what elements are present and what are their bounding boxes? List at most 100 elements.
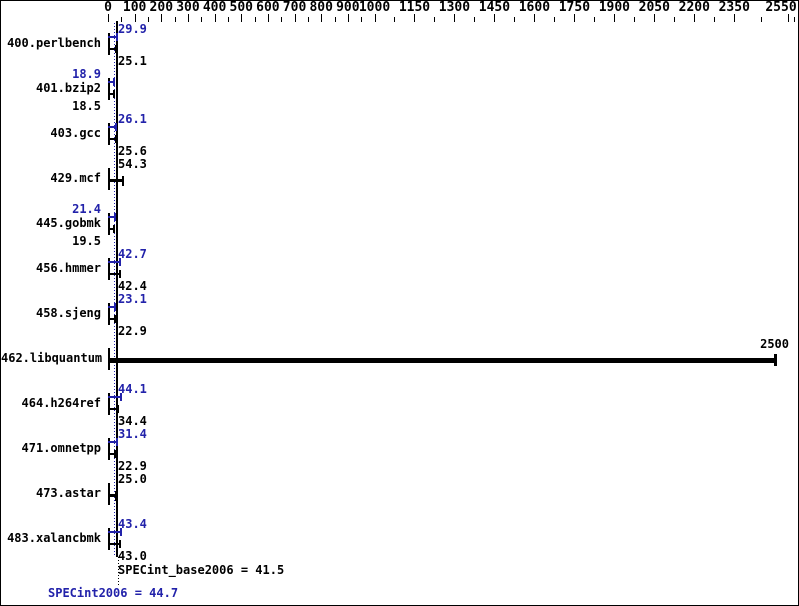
x-axis-major-tick [108,14,109,22]
bar-start-bracket [108,33,110,55]
bar-start-bracket [108,258,110,280]
peak-bar-endcap [120,393,122,401]
base-mean-line [116,21,118,557]
base-value: 22.9 [118,324,147,338]
benchmark-label: 400.perlbench [7,36,101,50]
benchmark-label: 464.h264ref [21,396,101,410]
x-axis-major-tick [321,14,322,22]
benchmark-label: 458.sjeng [35,306,101,320]
peak-bar [108,261,119,263]
peak-bar-endcap [114,213,116,221]
x-axis-major-tick [295,14,296,22]
x-axis-minor-tick [228,17,229,22]
x-axis-tick-label: 1150 [398,0,431,15]
x-axis-major-tick [734,14,735,22]
x-axis-tick-label: 1600 [518,0,551,15]
x-axis-tick-label: 0 [104,0,112,15]
x-axis-major-tick [614,14,615,22]
x-axis-tick-label: 2350 [718,0,750,15]
x-axis-major-tick [788,14,789,22]
peak-value: 43.4 [118,517,147,531]
base-bar [108,543,119,545]
base-value: 19.5 [72,234,101,248]
x-axis-minor-tick [201,17,202,22]
benchmark-label: 456.hmmer [35,261,101,275]
x-axis-major-tick [135,14,136,22]
base-bar [108,93,113,95]
x-axis-tick-label: 600 [256,0,280,15]
benchmark-label: 483.xalancbmk [7,531,101,545]
benchmark-label: 445.gobmk [35,216,101,230]
x-axis-minor-tick [308,17,309,22]
peak-value: 42.7 [118,247,147,261]
benchmark-label: 403.gcc [50,126,101,140]
peak-bar [108,531,120,533]
bar-start-bracket [108,528,110,550]
x-axis-minor-tick [255,17,256,22]
peak-value: 26.1 [118,112,147,126]
base-bar [108,228,113,230]
result-value: 2500 [760,337,789,351]
x-axis-major-tick [494,14,495,22]
x-axis-minor-tick [674,17,675,22]
bar-start-bracket [108,393,110,415]
base-bar-endcap [119,270,121,278]
x-axis-tick-label: 400 [202,0,227,15]
x-axis-minor-tick [634,17,635,22]
bar-start-bracket [108,123,110,145]
peak-bar [108,126,115,128]
peak-value: 21.4 [72,202,101,216]
x-axis-minor-tick [514,17,515,22]
peak-bar [108,306,114,308]
base-value: 25.1 [118,54,147,68]
benchmark-label: 462.libquantum [1,351,103,365]
base-value: 22.9 [118,459,147,473]
x-axis-minor-tick [361,17,362,22]
x-axis-minor-tick [148,17,149,22]
base-bar-endcap [117,405,119,413]
bar-start-bracket [108,78,110,100]
x-axis-major-tick [654,14,655,22]
x-axis-minor-tick [761,17,762,22]
x-axis-major-tick [215,14,216,22]
x-axis-minor-tick [335,17,336,22]
peak-value: 31.4 [118,427,147,441]
x-axis-tick-label: 2200 [678,0,710,15]
x-axis-tick-label: 1750 [558,0,591,15]
bar-start-bracket [108,303,110,325]
base-bar [108,318,114,320]
x-axis-minor-tick [394,17,395,22]
peak-bar [108,396,120,398]
bar-start-bracket [108,213,110,235]
result-bar-endcap [122,176,124,186]
base-bar-endcap [113,90,115,98]
x-axis-major-tick [241,14,242,22]
base-bar-endcap [119,540,121,548]
x-axis-major-tick [414,14,415,22]
x-axis-major-tick [268,14,269,22]
base-bar [108,138,115,140]
x-axis-tick-label: 2050 [638,0,670,15]
base-bar [108,273,119,275]
specint2006-score: SPECint2006 = 44.7 [48,586,179,600]
x-axis-major-tick [574,14,575,22]
base-bar-endcap [113,225,115,233]
result-value: 54.3 [118,157,147,171]
peak-bar-endcap [119,258,121,266]
x-axis-major-tick [375,14,376,22]
x-axis-tick-label: 500 [229,0,253,15]
peak-value: 18.9 [72,67,101,81]
base-bar-endcap [114,315,116,323]
base-value: 42.4 [118,279,147,293]
peak-bar-endcap [115,123,117,131]
benchmark-label: 429.mcf [50,171,101,185]
peak-value: 23.1 [118,292,147,306]
peak-bar-endcap [116,33,118,41]
peak-bar-endcap [116,438,118,446]
x-axis-major-tick [454,14,455,22]
result-bar-endcap [774,354,777,366]
x-axis-minor-tick [594,17,595,22]
x-axis-minor-tick [714,17,715,22]
x-axis-minor-tick [175,17,176,22]
base-bar [108,408,117,410]
